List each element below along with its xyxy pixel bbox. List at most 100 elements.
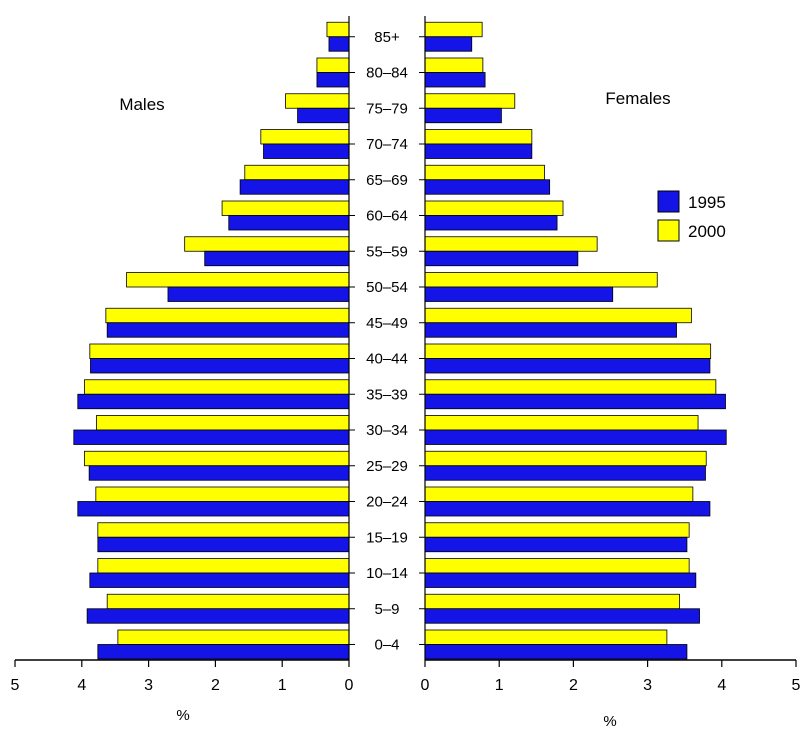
bar-female-1995-30-34 (424, 429, 727, 445)
bar-female-1995-35-39 (424, 393, 726, 410)
age-label-75-79: 75–79 (366, 100, 408, 117)
bar-female-1995-55-59 (424, 250, 579, 267)
bar-female-1995-15-19 (424, 536, 688, 553)
bar-male-1995-50-54 (167, 286, 350, 302)
bars-group (73, 21, 727, 660)
bar-female-2000-85plus (424, 21, 483, 38)
bar-male-2000-30-34 (96, 415, 350, 431)
age-label-80-84: 80–84 (366, 65, 408, 82)
female-x-tick-label-0: 0 (421, 677, 430, 694)
bar-male-2000-25-29 (84, 450, 350, 467)
bar-female-1995-85plus (424, 36, 473, 52)
male-x-tick-label-2: 2 (211, 677, 220, 694)
bar-male-1995-25-29 (88, 465, 350, 481)
female-x-tick-label-2: 2 (569, 677, 578, 694)
bar-female-2000-50-54 (424, 272, 658, 288)
bar-male-1995-70-74 (263, 143, 350, 159)
age-label-70-74: 70–74 (366, 136, 408, 153)
female-x-axis-unit: % (603, 713, 616, 730)
age-label-60-64: 60–64 (366, 208, 408, 225)
bar-male-2000-5-9 (106, 593, 350, 610)
bar-male-1995-5-9 (86, 608, 350, 624)
bar-male-1995-35-39 (77, 393, 350, 410)
male-x-tick-label-5: 5 (11, 677, 20, 694)
age-labels-group: 0–4 5–9 10–14 15–19 20–24 25–29 30–34 35–39 40–4… (348, 16, 426, 660)
legend: 1995 2000 (657, 190, 726, 242)
age-label-45-49: 45–49 (366, 315, 408, 332)
bar-male-2000-85plus (326, 21, 350, 38)
bar-female-2000-75-79 (424, 93, 516, 109)
bar-male-1995-20-24 (77, 501, 350, 517)
bar-male-2000-45-49 (105, 307, 350, 324)
bar-female-2000-25-29 (424, 450, 707, 467)
bar-female-2000-15-19 (424, 522, 690, 538)
bar-male-2000-50-54 (126, 272, 350, 288)
age-label-25-29: 25–29 (366, 458, 408, 475)
bar-male-1995-0-4 (97, 644, 350, 660)
legend-label-2000: 2000 (688, 222, 726, 241)
age-label-30-34: 30–34 (366, 422, 408, 439)
bar-female-2000-70-74 (424, 129, 533, 145)
age-label-55-59: 55–59 (366, 243, 408, 260)
male-x-tick-label-3: 3 (144, 677, 153, 694)
male-x-axis-unit: % (176, 707, 189, 724)
bar-male-2000-15-19 (97, 522, 350, 538)
bar-female-1995-50-54 (424, 286, 614, 302)
age-label-40-44: 40–44 (366, 351, 408, 368)
bar-female-2000-65-69 (424, 164, 545, 181)
age-label-50-54: 50–54 (366, 279, 408, 296)
male-x-tick-label-0: 0 (345, 677, 354, 694)
bar-female-1995-75-79 (424, 107, 502, 124)
bar-female-1995-40-44 (424, 358, 711, 374)
bar-female-2000-35-39 (424, 379, 717, 395)
bar-female-2000-80-84 (424, 57, 484, 73)
bar-female-1995-5-9 (424, 608, 700, 624)
bar-male-2000-65-69 (244, 164, 350, 181)
bar-female-1995-65-69 (424, 179, 551, 195)
legend-label-1995: 1995 (688, 193, 726, 212)
bar-female-1995-45-49 (424, 322, 677, 338)
bar-male-2000-35-39 (84, 379, 350, 395)
bar-male-1995-30-34 (73, 429, 350, 445)
bar-male-2000-60-64 (221, 200, 350, 216)
bar-male-1995-15-19 (97, 536, 350, 553)
bar-male-1995-40-44 (90, 358, 350, 374)
bar-female-2000-60-64 (424, 200, 564, 216)
age-label-10-14: 10–14 (366, 565, 408, 582)
bar-female-1995-70-74 (424, 143, 533, 159)
bar-female-2000-10-14 (424, 558, 690, 574)
bar-female-1995-0-4 (424, 644, 688, 660)
age-label-5-9: 5–9 (374, 601, 399, 618)
bar-male-1995-60-64 (228, 215, 350, 231)
age-label-65-69: 65–69 (366, 172, 408, 189)
age-label-0-4: 0–4 (374, 637, 399, 654)
female-x-tick-label-4: 4 (717, 677, 726, 694)
tick-group: 0 0 1 1 2 2 3 3 4 4 5 5 (11, 660, 801, 694)
bar-female-1995-60-64 (424, 215, 558, 231)
bar-female-1995-20-24 (424, 501, 711, 517)
bar-female-1995-80-84 (424, 72, 486, 88)
female-x-tick-label-5: 5 (792, 677, 801, 694)
bar-male-2000-0-4 (117, 629, 350, 645)
bar-female-2000-20-24 (424, 486, 694, 502)
bar-male-2000-20-24 (95, 486, 350, 502)
bar-male-2000-80-84 (316, 57, 350, 73)
bar-female-1995-10-14 (424, 572, 697, 588)
bar-male-2000-70-74 (260, 129, 350, 145)
bar-female-2000-55-59 (424, 236, 598, 252)
bar-male-2000-75-79 (285, 93, 350, 109)
bar-female-2000-5-9 (424, 593, 680, 610)
legend-swatch-1995 (657, 190, 680, 213)
bar-female-2000-40-44 (424, 343, 712, 359)
age-label-35-39: 35–39 (366, 386, 408, 403)
bar-male-1995-75-79 (297, 107, 350, 124)
bar-male-2000-10-14 (97, 558, 350, 574)
bar-male-1995-65-69 (239, 179, 350, 195)
female-x-tick-label-3: 3 (643, 677, 652, 694)
male-x-tick-label-4: 4 (77, 677, 86, 694)
bar-female-2000-45-49 (424, 307, 692, 324)
males-label: Males (119, 95, 164, 114)
bar-male-1995-80-84 (316, 72, 350, 88)
legend-swatch-2000 (657, 219, 680, 242)
